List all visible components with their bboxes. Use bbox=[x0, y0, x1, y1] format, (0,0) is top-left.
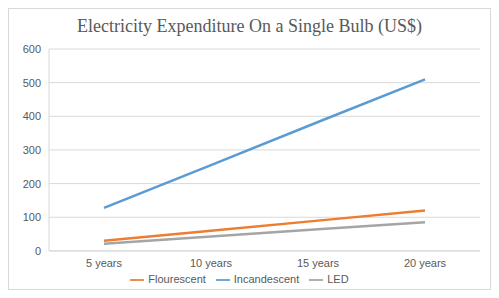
svg-text:10 years: 10 years bbox=[190, 257, 233, 269]
svg-text:0: 0 bbox=[35, 245, 41, 257]
svg-text:400: 400 bbox=[23, 110, 41, 122]
html-text:Electricity Expenditure On a S: Electricity Expenditure On a Single Bulb… bbox=[77, 16, 422, 36]
svg-text:500: 500 bbox=[23, 77, 41, 89]
svg-text:15 years: 15 years bbox=[297, 257, 340, 269]
html-text:Flourescent: Flourescent bbox=[148, 272, 206, 285]
svg-text:100: 100 bbox=[23, 211, 41, 223]
html-text:LED: LED bbox=[327, 272, 349, 285]
svg-text:300: 300 bbox=[23, 144, 41, 156]
svg-text:5 years: 5 years bbox=[86, 257, 123, 269]
svg-text:20 years: 20 years bbox=[404, 257, 447, 269]
svg-text:200: 200 bbox=[23, 178, 41, 190]
html-text:Incandescent: Incandescent bbox=[233, 272, 300, 285]
svg-text:600: 600 bbox=[23, 43, 41, 55]
